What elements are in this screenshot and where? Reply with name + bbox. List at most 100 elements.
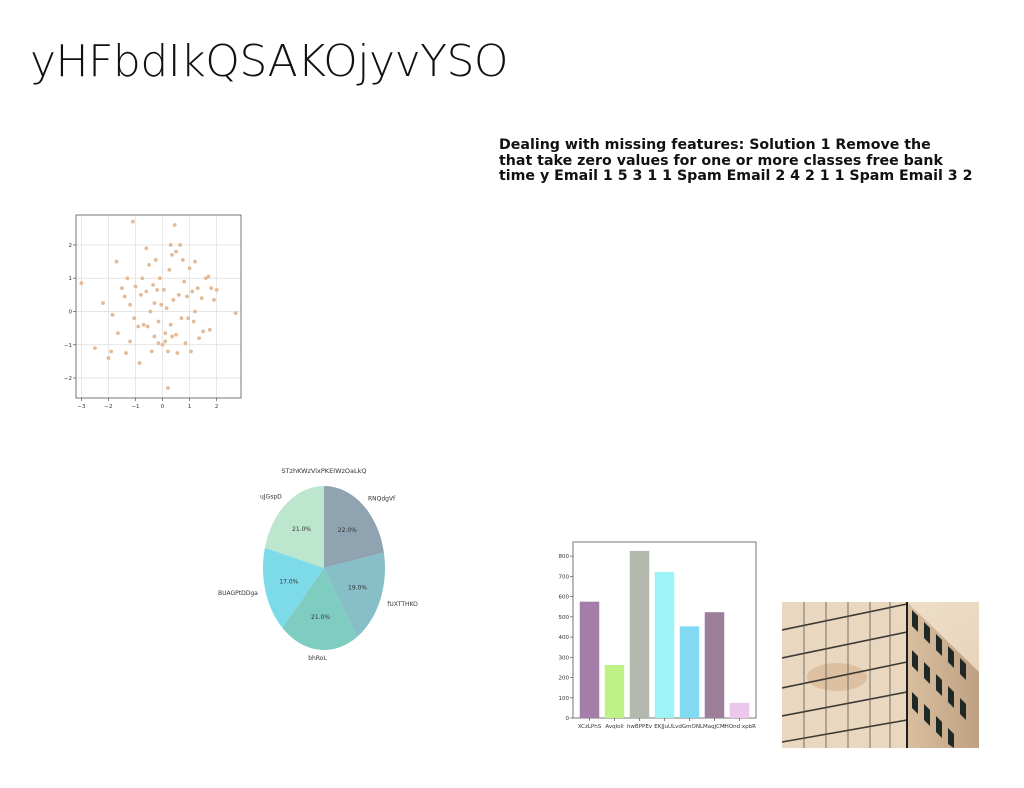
scatter-point bbox=[172, 223, 177, 227]
scatter-point bbox=[212, 297, 216, 302]
scatter-point bbox=[214, 287, 219, 292]
scatter-point bbox=[163, 331, 168, 336]
y-tick-label: 700 bbox=[559, 574, 570, 580]
scatter-point bbox=[110, 312, 115, 317]
pie-value-label: 21.0% bbox=[292, 526, 311, 533]
scatter-point bbox=[122, 294, 127, 299]
scatter-point bbox=[144, 289, 149, 294]
scatter-point bbox=[187, 266, 192, 271]
plot-frame bbox=[75, 214, 242, 399]
scatter-point bbox=[233, 311, 238, 316]
scatter-point bbox=[156, 319, 161, 324]
scatter-point bbox=[155, 287, 160, 292]
scatter-point bbox=[151, 282, 155, 287]
x-tick-label: −1 bbox=[131, 404, 139, 410]
x-tick-label: 2 bbox=[215, 404, 219, 410]
bar bbox=[629, 550, 650, 718]
scatter-point bbox=[176, 292, 181, 297]
scatter-point bbox=[133, 284, 138, 289]
scatter-point bbox=[116, 331, 120, 336]
building-facade-photo bbox=[782, 602, 979, 748]
pie-slice bbox=[324, 552, 385, 638]
x-tick-label: hwBPPEv bbox=[627, 724, 653, 730]
scatter-point bbox=[79, 281, 84, 286]
scatter-point bbox=[125, 276, 130, 281]
x-tick-label: EKJJuULvdGmONLMaqjCM bbox=[654, 724, 725, 730]
pie-title: STzhKWzVixPKEIWzOaLkQ bbox=[281, 467, 366, 475]
scatter-point bbox=[183, 341, 188, 345]
scatter-plot: −3 −2 −1 0 1 2 −2 −1 0 1 2 bbox=[64, 214, 242, 410]
scatter-point bbox=[164, 306, 169, 311]
y-tick-label: 600 bbox=[559, 595, 570, 601]
scatter-point bbox=[148, 309, 153, 314]
scatter-point bbox=[182, 279, 187, 284]
slide-body-text: Dealing with missing features: Solution … bbox=[499, 138, 1024, 185]
scatter-point bbox=[153, 258, 158, 262]
pie-label: bhRoL bbox=[308, 655, 327, 662]
pie-value-label: 17.0% bbox=[279, 579, 298, 586]
scatter-point bbox=[201, 329, 206, 334]
pie-slice bbox=[324, 486, 384, 568]
y-tick-label: 100 bbox=[559, 696, 570, 702]
pie-label: BUAGPtDDga bbox=[218, 590, 258, 597]
scatter-point bbox=[157, 276, 162, 281]
slide-title: yHFbdIkQSAKOjyvYSO bbox=[30, 36, 509, 87]
scatter-point bbox=[193, 309, 197, 314]
y-tick-label: 1 bbox=[69, 276, 73, 282]
scatter-point bbox=[156, 341, 161, 345]
x-tick-label: XCzLPhS bbox=[578, 724, 602, 730]
pie-slice bbox=[264, 486, 324, 568]
scatter-point bbox=[144, 246, 149, 251]
scatter-point bbox=[190, 289, 195, 294]
y-tick-label: 0 bbox=[566, 716, 570, 722]
scatter-point bbox=[159, 302, 164, 307]
body-line: Dealing with missing features: Solution … bbox=[499, 138, 931, 153]
scatter-point bbox=[137, 361, 142, 365]
scatter-point bbox=[162, 287, 166, 292]
scatter-point bbox=[128, 339, 132, 344]
scatter-point bbox=[180, 258, 185, 262]
scatter-point bbox=[128, 302, 132, 307]
bar bbox=[704, 612, 725, 718]
scatter-point bbox=[170, 253, 174, 257]
bar bbox=[654, 571, 675, 718]
scatter-point bbox=[174, 332, 178, 337]
scatter-point bbox=[130, 219, 135, 224]
y-tick-label: −1 bbox=[64, 343, 72, 349]
x-tick-label: −3 bbox=[77, 404, 86, 410]
pie-chart: STzhKWzVixPKEIWzOaLkQ 22.0% RNQdgVf 19.0% fU… bbox=[218, 467, 418, 662]
bar bbox=[579, 601, 600, 718]
y-tick-label: −2 bbox=[64, 376, 72, 382]
scatter-point bbox=[209, 286, 214, 291]
scatter-point bbox=[124, 351, 128, 355]
scatter-point bbox=[168, 322, 173, 327]
x-tick-label: 1 bbox=[188, 404, 192, 410]
x-tick-label: 0 bbox=[161, 404, 165, 410]
scatter-point bbox=[152, 301, 157, 306]
pie-label: uJGspD bbox=[260, 494, 282, 501]
x-tick-label: AvqIoll bbox=[605, 724, 624, 730]
scatter-point bbox=[193, 259, 197, 264]
scatter-point bbox=[179, 316, 184, 321]
scatter-point bbox=[171, 297, 176, 302]
scatter-point bbox=[136, 324, 141, 329]
pie-slice bbox=[263, 547, 324, 628]
pie-slice bbox=[282, 568, 357, 650]
scatter-point bbox=[152, 334, 157, 339]
scatter-point bbox=[93, 346, 97, 350]
scatter-point bbox=[167, 268, 172, 272]
scatter-point bbox=[101, 301, 105, 306]
scatter-point bbox=[197, 336, 201, 341]
x-tick-label: IHOnd xpbR bbox=[723, 724, 756, 730]
scatter-point bbox=[166, 386, 170, 390]
y-tick-label: 800 bbox=[559, 554, 570, 560]
scatter-point bbox=[145, 324, 150, 329]
scatter-point bbox=[141, 322, 146, 327]
scatter-point bbox=[170, 334, 174, 339]
scatter-point bbox=[191, 319, 196, 324]
scatter-point bbox=[178, 243, 183, 247]
scatter-point bbox=[186, 316, 191, 321]
scatter-point bbox=[168, 243, 173, 247]
bar bbox=[729, 702, 750, 718]
scatter-point bbox=[185, 294, 189, 299]
